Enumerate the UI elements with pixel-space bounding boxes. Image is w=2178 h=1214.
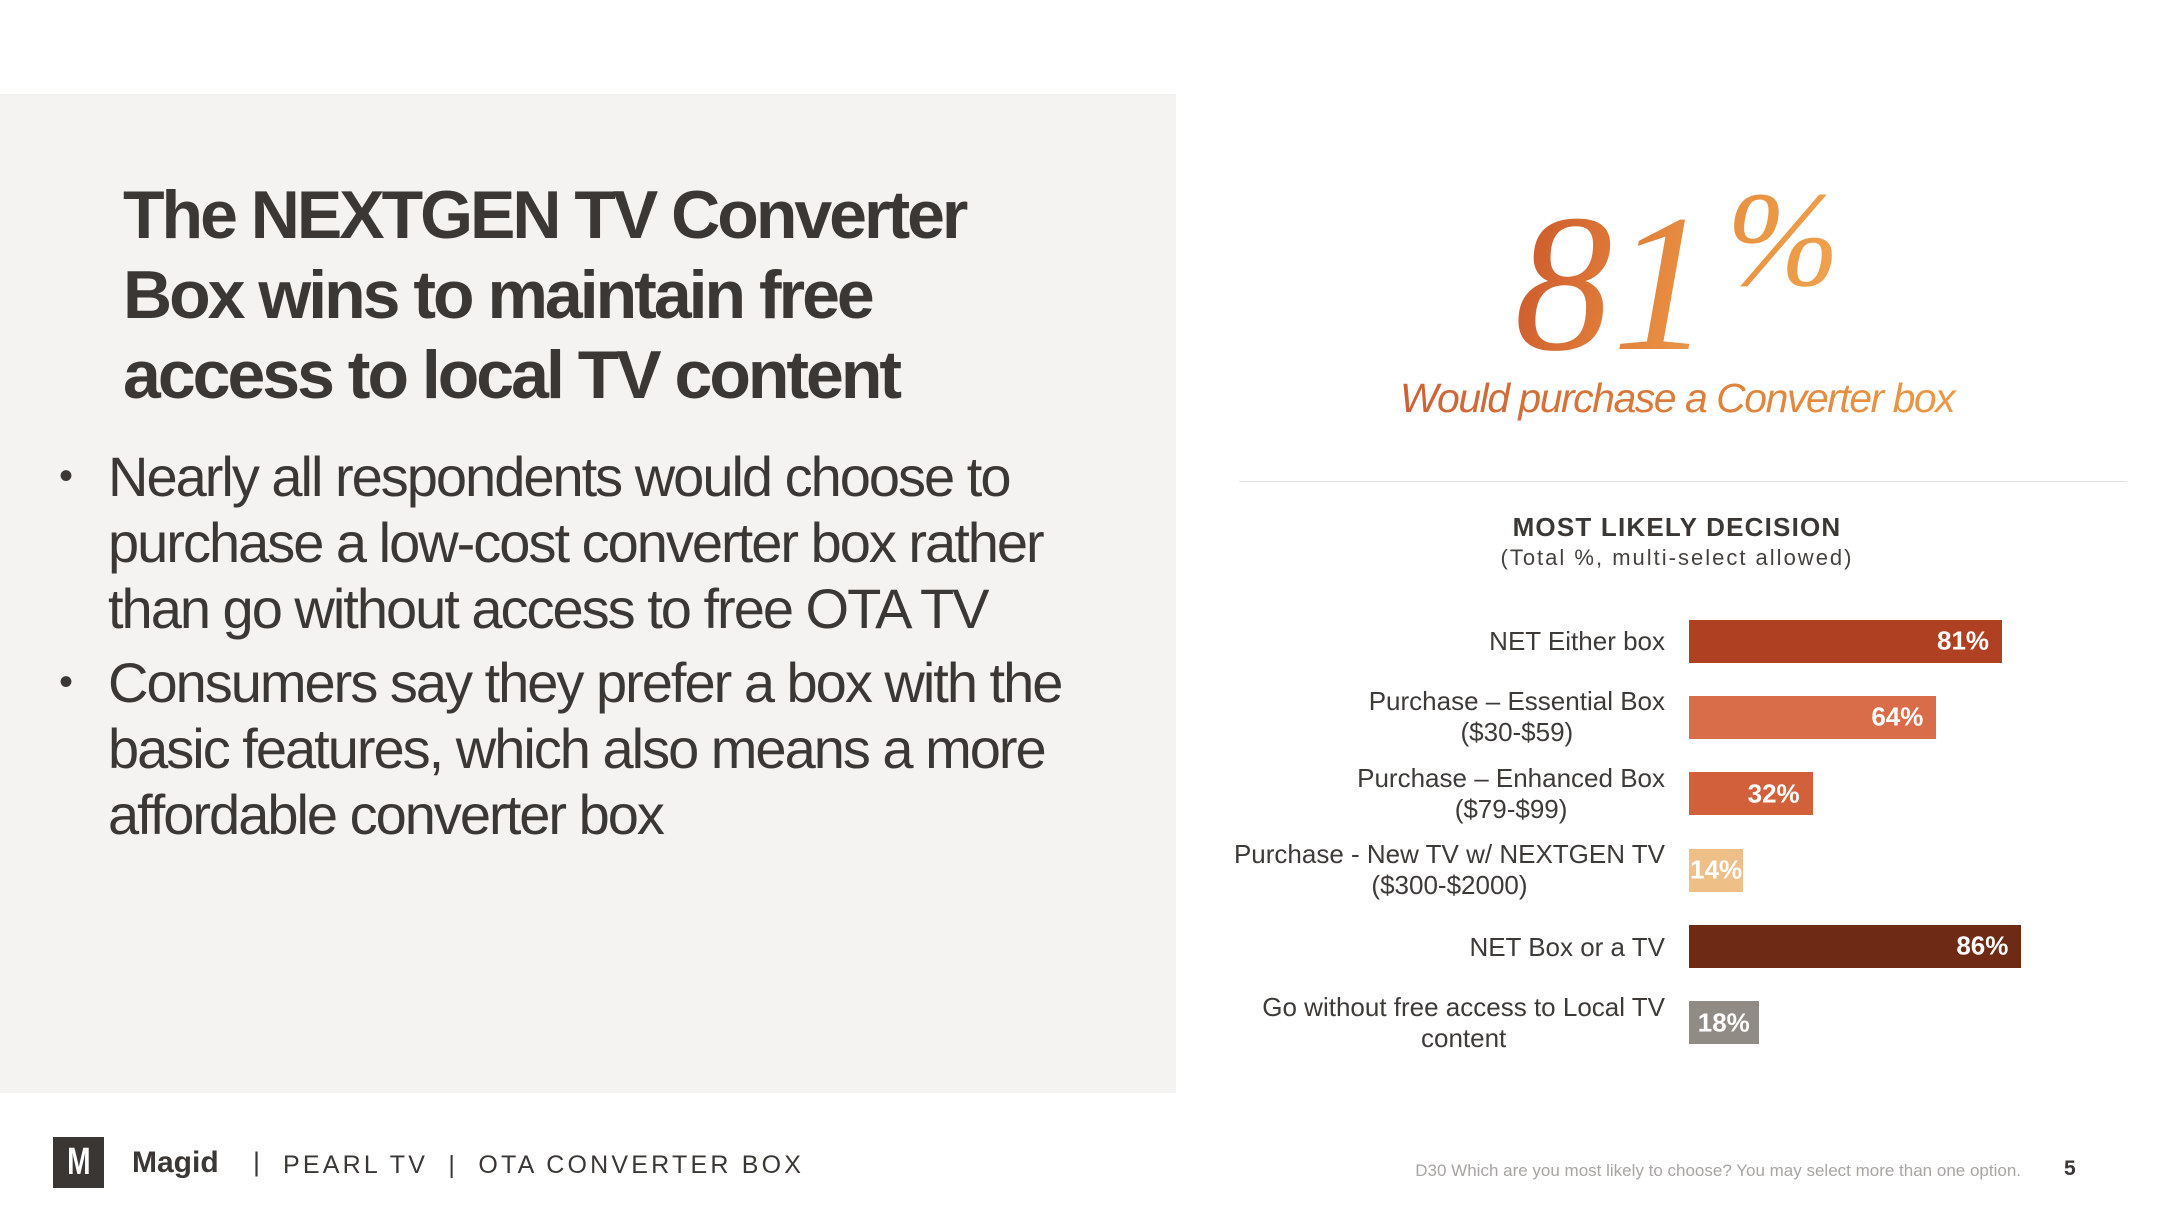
bar-label: NET Either box (1489, 626, 1665, 657)
footer-brand: Magid (132, 1146, 219, 1179)
bar-value-label: 32% (1747, 778, 1800, 809)
bar-track: 32% (1689, 772, 2178, 816)
bar-value-label: 86% (1956, 930, 2009, 961)
bar-label: NET Box or a TV (1469, 931, 1665, 962)
bar-track: 86% (1689, 924, 2178, 968)
bar-label: Purchase - New TV w/ NEXTGEN TV ($300-$2… (1233, 839, 1665, 901)
bullet-list: • Nearly all respondents would choose to… (57, 444, 1137, 848)
bullet-text: Nearly all respondents would choose to p… (108, 445, 1045, 640)
stat-caption: Would purchase a Converter box (1176, 373, 2178, 423)
footer-breadcrumb: PEARL TV | OTA CONVERTER BOX (283, 1151, 805, 1179)
bar: 14% (1689, 848, 1744, 892)
bar-label: Purchase – Essential Box ($30-$59) (1368, 686, 1665, 748)
bar-value-label: 14% (1690, 854, 1743, 885)
bar-chart: NET Either box 81% Purchase – Essential Bo… (1176, 603, 2178, 1061)
footnote: D30 Which are you most likely to choose?… (1415, 1161, 2021, 1180)
bar-row: Purchase – Enhanced Box ($79-$99) 32% (1176, 756, 2178, 832)
bullet-icon: • (59, 660, 74, 704)
bar-row: Purchase – Essential Box ($30-$59) 64% (1176, 679, 2178, 755)
horizontal-divider (1239, 481, 2127, 482)
bar-label: Go without free access to Local TV conte… (1262, 991, 1665, 1053)
left-content-panel (0, 94, 1176, 1093)
bar-label: Purchase – Enhanced Box ($79-$99) (1357, 762, 1665, 824)
bar-value-label: 64% (1871, 701, 1924, 732)
bullet-text: Consumers say they prefer a box with the… (108, 651, 1063, 846)
chart-title: MOST LIKELY DECISION (1512, 512, 1842, 542)
bar-row: Purchase - New TV w/ NEXTGEN TV ($300-$2… (1176, 832, 2178, 908)
bar-value-label: 18% (1697, 1007, 1750, 1038)
bullet-item: • Consumers say they prefer a box with t… (57, 650, 1137, 848)
bar-row: NET Box or a TV 86% (1176, 908, 2178, 984)
bullet-icon: • (59, 454, 74, 498)
magid-logo-letter: M (66, 1141, 91, 1183)
footer-separator: | (253, 1147, 261, 1177)
chart-subtitle: (Total %, multi-select allowed) (1500, 545, 1854, 570)
bar-track: 18% (1689, 1001, 2178, 1045)
bar-track: 64% (1689, 695, 2178, 739)
page-number: 5 (2064, 1157, 2076, 1180)
bar: 18% (1689, 1001, 1759, 1045)
slide-title: The NEXTGEN TV Converter Box wins to mai… (123, 177, 968, 413)
bar-row: Go without free access to Local TV conte… (1176, 985, 2178, 1061)
stat-number: 81 (1514, 175, 1711, 392)
bar: 81% (1689, 619, 2003, 663)
bar-row: NET Either box 81% (1176, 603, 2178, 679)
bar-track: 14% (1689, 848, 2178, 892)
bar: 32% (1689, 772, 1813, 816)
stat-percent-sign: % (1726, 165, 1840, 315)
stat-headline: 81% (1176, 165, 2178, 382)
bar-value-label: 81% (1937, 625, 1990, 656)
bar-track: 81% (1689, 619, 2178, 663)
bar-rows: NET Either box 81% Purchase – Essential Bo… (1176, 603, 2178, 1061)
bar: 64% (1689, 695, 1937, 739)
magid-logo: M (53, 1137, 104, 1188)
bullet-item: • Nearly all respondents would choose to… (57, 444, 1137, 642)
bar: 86% (1689, 924, 2022, 968)
